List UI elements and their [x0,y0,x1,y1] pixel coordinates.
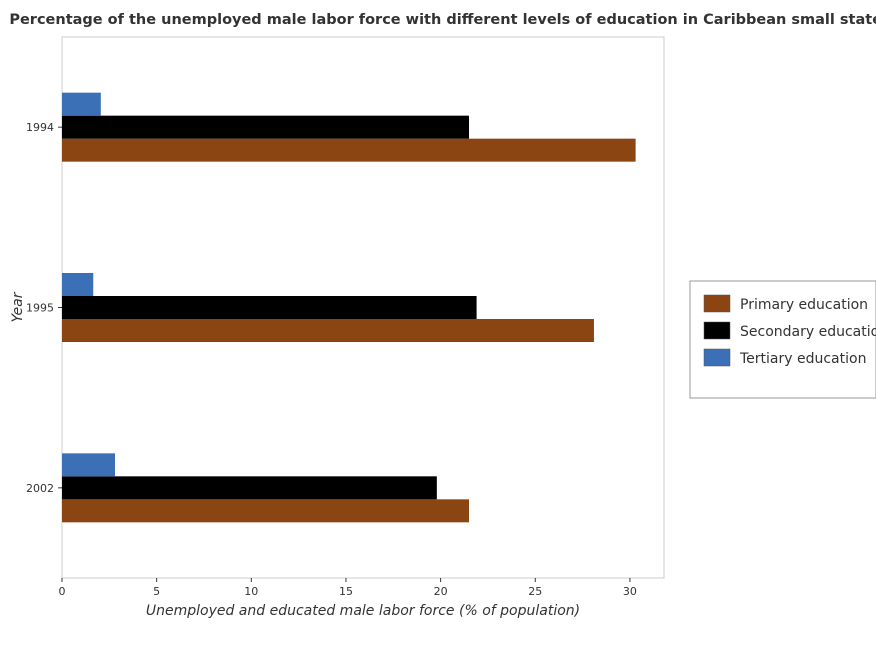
x-tick-label: 10 [244,585,258,598]
bar-secondary-education-1995 [62,296,477,319]
bar-tertiary-education-1995 [62,273,94,296]
y-tick-label: 1994 [26,121,54,134]
legend: Primary education Secondary education Tert… [689,280,876,399]
bar-primary-education-1995 [62,319,594,342]
chart-title: Percentage of the unemployed male labor … [9,12,876,28]
x-tick-label: 0 [59,585,66,598]
legend-swatch [703,321,731,340]
legend-label: Tertiary education [739,351,866,367]
x-axis-label: Unemployed and educated male labor force… [146,603,580,619]
x-tick-label: 20 [434,585,448,598]
y-tick-label: 1995 [26,302,54,315]
bars [62,92,636,523]
bar-secondary-education-2002 [62,476,437,500]
y-tick-label: 2002 [26,482,54,495]
bar-secondary-education-1994 [62,115,470,139]
bar-primary-education-2002 [62,499,470,523]
x-tick-label: 15 [339,585,353,598]
plot-area: 0 5 10 15 20 25 30 1994 1995 2002 [26,36,665,598]
legend-swatch [703,294,731,313]
y-axis-label: Year [10,291,26,322]
x-tick-label: 5 [153,585,160,598]
x-tick-label: 30 [623,585,637,598]
x-tick-label: 25 [528,585,542,598]
legend-swatch [703,348,731,367]
legend-label: Primary education [740,297,868,313]
x-axis-ticks: 0 5 10 15 20 25 30 [59,578,637,598]
bar-tertiary-education-1994 [62,92,101,116]
legend-label: Secondary education [740,324,876,340]
bar-tertiary-education-2002 [62,453,116,477]
y-axis-ticks: 1994 1995 2002 [26,121,62,495]
bar-primary-education-1994 [62,138,636,162]
